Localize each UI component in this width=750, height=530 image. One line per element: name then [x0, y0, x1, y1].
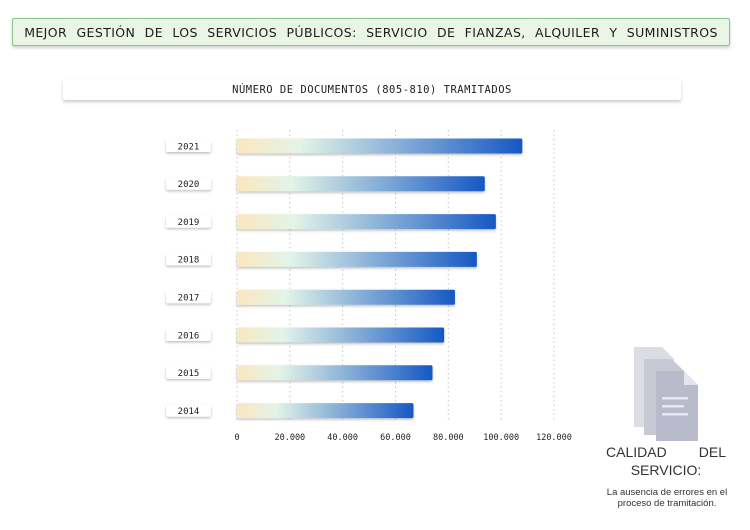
category-label-2014: 2014 [178, 407, 200, 417]
category-pill-2020 [166, 177, 211, 190]
quality-title-line2: SERVICIO: [630, 462, 702, 478]
x-tick-labels: 0 20.000 40.000 60.000 80.000 100.000 120.000 [234, 433, 571, 443]
category-pill-2019 [166, 215, 211, 228]
x-tick-label-4: 80.000 [433, 433, 464, 443]
category-label-2018: 2018 [178, 256, 200, 266]
category-pill-2017 [166, 291, 211, 304]
bar-2014 [237, 403, 414, 419]
chart-title-box: NÚMERO DE DOCUMENTOS (805-810) TRAMITADO… [63, 80, 681, 100]
grid-lines [236, 130, 555, 420]
header-banner: MEJOR GESTIÓN DE LOS SERVICIOS PÚBLICOS:… [12, 18, 730, 46]
category-pill-2015 [166, 366, 211, 379]
category-pill-2014 [166, 404, 211, 417]
x-tick-label-6: 120.000 [536, 433, 572, 443]
quality-description: La ausencia de errores en el proceso de … [606, 487, 728, 509]
bars [237, 138, 523, 419]
bar-2017 [237, 289, 455, 305]
category-pill-2016 [166, 329, 211, 341]
category-label-2015: 2015 [178, 369, 200, 379]
category-label-2017: 2017 [178, 294, 200, 304]
category-label-2019: 2019 [178, 218, 200, 228]
x-tick-label-1: 20.000 [274, 433, 305, 443]
category-label-2021: 2021 [178, 142, 200, 152]
quality-title: CALIDAD DEL SERVICIO: [606, 443, 726, 479]
x-tick-label-3: 60.000 [380, 433, 411, 443]
quality-title-line1: CALIDAD DEL [606, 444, 726, 460]
x-tick-label-0: 0 [234, 433, 239, 443]
bar-2019 [237, 214, 496, 230]
document-stack-icon [634, 347, 698, 441]
category-labels: 2021 2020 2019 2018 2017 2016 2015 2014 [166, 140, 211, 417]
category-pill-2018 [166, 253, 211, 266]
bar-2016 [237, 327, 445, 343]
bar-2015 [237, 365, 433, 381]
x-tick-label-2: 40.000 [327, 433, 358, 443]
chart-title: NÚMERO DE DOCUMENTOS (805-810) TRAMITADO… [232, 84, 512, 96]
x-tick-label-5: 100.000 [483, 433, 519, 443]
bar-2021 [237, 138, 523, 154]
bar-2018 [237, 251, 477, 267]
category-label-2016: 2016 [178, 331, 200, 341]
bar-2020 [237, 176, 485, 192]
header-text: MEJOR GESTIÓN DE LOS SERVICIOS PÚBLICOS:… [24, 24, 718, 40]
category-pill-2021 [166, 140, 211, 152]
category-label-2020: 2020 [178, 180, 200, 190]
